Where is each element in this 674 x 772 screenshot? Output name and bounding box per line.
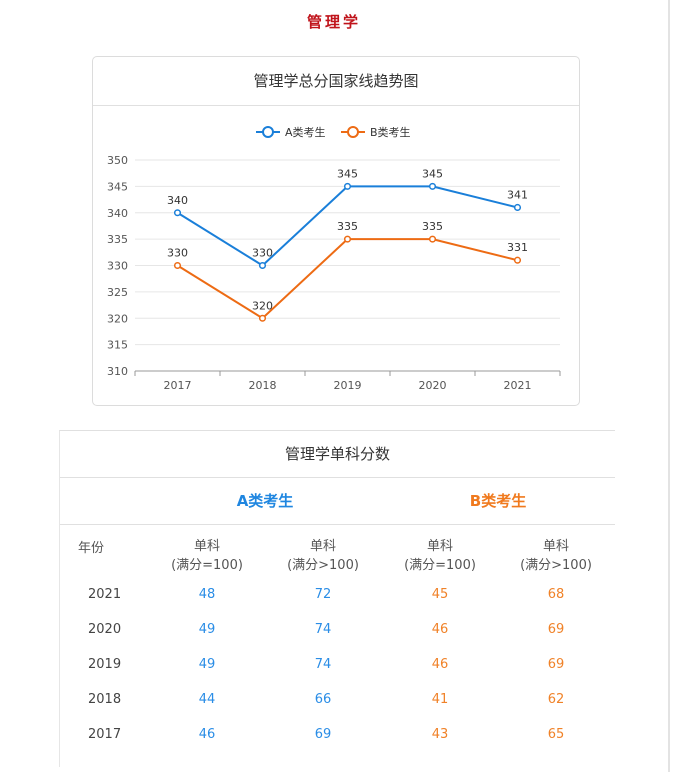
data-point xyxy=(513,203,522,212)
legend-label: B类考生 xyxy=(370,125,411,139)
col4-header: 单科 (满分>100) xyxy=(501,537,611,575)
group-header-row: A类考生 B类考生 xyxy=(60,478,615,525)
col4-header-line2: (满分>100) xyxy=(520,558,592,573)
data-point xyxy=(258,261,267,270)
x-tick-label: 2017 xyxy=(164,379,192,392)
y-tick-label: 310 xyxy=(107,365,128,378)
table-row: 2020 49 74 46 69 xyxy=(60,614,615,649)
year-cell: 2021 xyxy=(88,587,122,602)
a-single-over100-cell: 74 xyxy=(314,622,332,637)
column-header-row: 年份 单科 (满分=100) 单科 (满分>100) 单科 (满分=100) 单… xyxy=(60,525,615,579)
b-single-over100-cell: 68 xyxy=(547,587,565,602)
data-label: 331 xyxy=(507,241,528,254)
y-tick-label: 325 xyxy=(107,286,128,299)
data-label: 345 xyxy=(422,167,443,180)
a-single-over100-cell: 66 xyxy=(314,692,332,707)
year-cell: 2020 xyxy=(88,622,122,637)
table-row: 2017 46 69 43 65 xyxy=(60,719,615,754)
b-single-100-cell: 41 xyxy=(431,692,449,707)
col3-header: 单科 (满分=100) xyxy=(385,537,495,575)
data-point xyxy=(173,209,182,217)
a-single-over100-cell: 74 xyxy=(314,657,332,672)
data-point xyxy=(343,182,352,190)
x-tick-label: 2019 xyxy=(334,379,362,392)
scrollbar-track[interactable] xyxy=(668,0,670,772)
data-point xyxy=(428,235,437,243)
year-cell: 2018 xyxy=(88,692,122,707)
table-body: 2021 48 72 45 68 2020 49 74 46 69 2019 49 74 46 69 2018… xyxy=(60,579,615,754)
line-chart: A类考生 B类考生 310 315 320 325 330 335 340 345 350 2017 2… xyxy=(107,125,561,392)
year-cell: 2017 xyxy=(88,727,122,742)
col4-header-line1: 单科 xyxy=(542,539,569,554)
score-table: 管理学单科分数 A类考生 B类考生 年份 单科 (满分=100) 单科 (满分>… xyxy=(59,430,615,767)
legend-marker xyxy=(347,126,359,138)
y-tick-label: 335 xyxy=(107,233,128,246)
b-single-100-cell: 46 xyxy=(431,657,449,672)
b-single-100-cell: 45 xyxy=(431,587,449,602)
table-row: 2019 49 74 46 69 xyxy=(60,649,615,684)
col2-header-line1: 单科 xyxy=(309,539,336,554)
b-single-over100-cell: 69 xyxy=(547,622,565,637)
year-header: 年份 xyxy=(78,541,105,556)
data-point xyxy=(343,235,352,243)
y-tick-label: 320 xyxy=(107,312,128,325)
data-label: 340 xyxy=(167,194,188,207)
y-tick-label: 345 xyxy=(107,180,128,193)
x-tick-label: 2020 xyxy=(419,379,447,392)
series-line xyxy=(176,238,518,320)
y-tick-label: 340 xyxy=(107,207,128,220)
col2-header: 单科 (满分>100) xyxy=(268,537,378,575)
x-tick-label: 2021 xyxy=(504,379,532,392)
a-single-100-cell: 49 xyxy=(198,657,216,672)
data-point xyxy=(428,182,437,190)
table-row: 2018 44 66 41 62 xyxy=(60,684,615,719)
y-tick-label: 315 xyxy=(107,339,128,352)
b-single-over100-cell: 69 xyxy=(547,657,565,672)
y-tick-label: 330 xyxy=(107,260,128,273)
group-a-label: A类考生 xyxy=(236,492,294,510)
col2-header-line2: (满分>100) xyxy=(287,558,359,573)
col3-header-line2: (满分=100) xyxy=(404,558,476,573)
col1-header-line2: (满分=100) xyxy=(171,558,243,573)
data-label: 335 xyxy=(337,220,358,233)
a-single-100-cell: 49 xyxy=(198,622,216,637)
b-single-100-cell: 46 xyxy=(431,622,449,637)
page-title: 管理学 xyxy=(306,13,361,31)
data-point xyxy=(173,261,182,270)
b-single-over100-cell: 62 xyxy=(547,692,565,707)
table-title: 管理学单科分数 xyxy=(60,431,615,478)
y-tick-label: 350 xyxy=(107,154,128,167)
col1-header: 单科 (满分=100) xyxy=(152,537,262,575)
data-label: 341 xyxy=(507,188,528,201)
legend-label: A类考生 xyxy=(285,125,326,139)
legend-marker xyxy=(262,126,274,138)
table-row: 2021 48 72 45 68 xyxy=(60,579,615,614)
a-single-100-cell: 46 xyxy=(198,727,216,742)
a-single-over100-cell: 72 xyxy=(314,587,332,602)
b-single-over100-cell: 65 xyxy=(547,727,565,742)
data-point xyxy=(513,256,522,264)
data-label: 330 xyxy=(167,247,188,260)
a-single-over100-cell: 69 xyxy=(314,727,332,742)
data-label: 320 xyxy=(252,299,273,312)
data-point xyxy=(258,314,267,322)
data-label: 335 xyxy=(422,220,443,233)
data-label: 345 xyxy=(337,167,358,180)
a-single-100-cell: 48 xyxy=(198,587,216,602)
b-single-100-cell: 43 xyxy=(431,727,449,742)
year-cell: 2019 xyxy=(88,657,122,672)
x-tick-label: 2018 xyxy=(249,379,277,392)
col1-header-line1: 单科 xyxy=(193,539,220,554)
a-single-100-cell: 44 xyxy=(198,692,216,707)
chart-title: 管理学总分国家线趋势图 xyxy=(93,57,579,106)
col3-header-line1: 单科 xyxy=(426,539,453,554)
data-label: 330 xyxy=(252,247,273,260)
group-b-label: B类考生 xyxy=(469,492,527,510)
chart-card: 管理学总分国家线趋势图 A类考生 B类考生 310 315 320 325 330 335 34… xyxy=(92,56,580,406)
